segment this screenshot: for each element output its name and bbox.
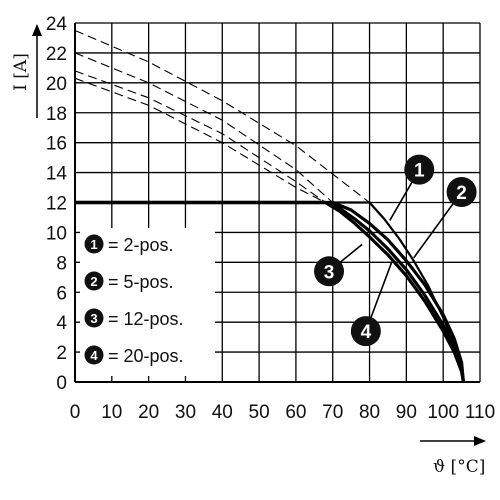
y-tick-label: 14 <box>46 164 68 185</box>
x-tick-label: 60 <box>285 402 306 423</box>
callout-number: 4 <box>361 322 372 343</box>
y-tick-label: 20 <box>46 74 67 95</box>
y-tick-label: 6 <box>56 283 67 304</box>
y-tick-label: 0 <box>56 373 67 394</box>
y-tick-label: 24 <box>46 14 68 35</box>
x-tick-label: 110 <box>465 402 495 423</box>
y-tick-label: 4 <box>56 313 67 334</box>
x-tick-label: 80 <box>359 402 380 423</box>
legend-badge-1 <box>84 234 104 254</box>
series-line-2 <box>75 200 465 383</box>
grid <box>74 22 481 383</box>
y-tick-label: 10 <box>46 223 67 244</box>
series-line-4-derating <box>74 77 326 203</box>
callout-number: 3 <box>324 262 335 283</box>
legend-label-1: = 2-pos. <box>108 235 174 255</box>
x-tick-label: 20 <box>138 402 159 423</box>
x-tick-labels: 0 10 20 30 40 50 60 70 80 90 100 110 <box>70 402 495 423</box>
y-axis-arrow <box>32 24 42 118</box>
y-tick-label: 12 <box>46 194 67 215</box>
legend-badge-number: 2 <box>90 274 97 289</box>
x-axis-arrow <box>420 436 486 446</box>
y-tick-label: 16 <box>46 134 67 155</box>
x-tick-label: 30 <box>175 402 196 423</box>
y-tick-label: 18 <box>46 104 67 125</box>
y-axis-label: I [A] <box>11 53 31 91</box>
callout-badge-1 <box>404 154 435 185</box>
series-line-1-derating <box>74 29 370 203</box>
x-tick-label: 50 <box>249 402 270 423</box>
dashed-series-group <box>74 29 370 203</box>
legend-badge-2 <box>84 271 104 291</box>
callout-badge-3 <box>314 256 345 287</box>
legend-badge-number: 4 <box>90 348 98 363</box>
callout-badge-4 <box>350 316 381 347</box>
y-tick-label: 8 <box>56 253 67 274</box>
y-tick-label: 22 <box>46 44 67 65</box>
x-tick-label: 10 <box>101 402 122 423</box>
legend: 1 = 2-pos. 2 = 5-pos. 3 = 12-pos. 4 = 20-pos. <box>80 228 215 376</box>
legend-badge-3 <box>84 308 104 328</box>
series-line-2-derating <box>74 52 334 203</box>
legend-label-3: = 12-pos. <box>108 309 184 329</box>
solid-series-group <box>75 200 465 383</box>
x-tick-label: 70 <box>322 402 343 423</box>
x-axis-label: ϑ [°C] <box>433 457 485 477</box>
legend-badge-number: 1 <box>90 237 97 252</box>
y-tick-label: 2 <box>56 343 67 364</box>
x-tick-label: 100 <box>427 402 459 423</box>
callout-badge-2 <box>446 177 477 208</box>
legend-badge-4 <box>84 345 104 365</box>
x-tick-label: 90 <box>396 402 417 423</box>
legend-label-4: = 20-pos. <box>108 346 184 366</box>
x-tick-label: 40 <box>212 402 233 423</box>
x-tick-label: 0 <box>70 402 81 423</box>
callouts: 1 2 3 4 <box>314 154 477 347</box>
legend-badge-number: 3 <box>90 311 97 326</box>
series-line-4 <box>75 200 465 383</box>
callout-number: 2 <box>456 183 467 204</box>
callout-number: 1 <box>414 161 425 182</box>
series-line-3-derating <box>74 70 326 203</box>
legend-label-2: = 5-pos. <box>108 272 174 292</box>
